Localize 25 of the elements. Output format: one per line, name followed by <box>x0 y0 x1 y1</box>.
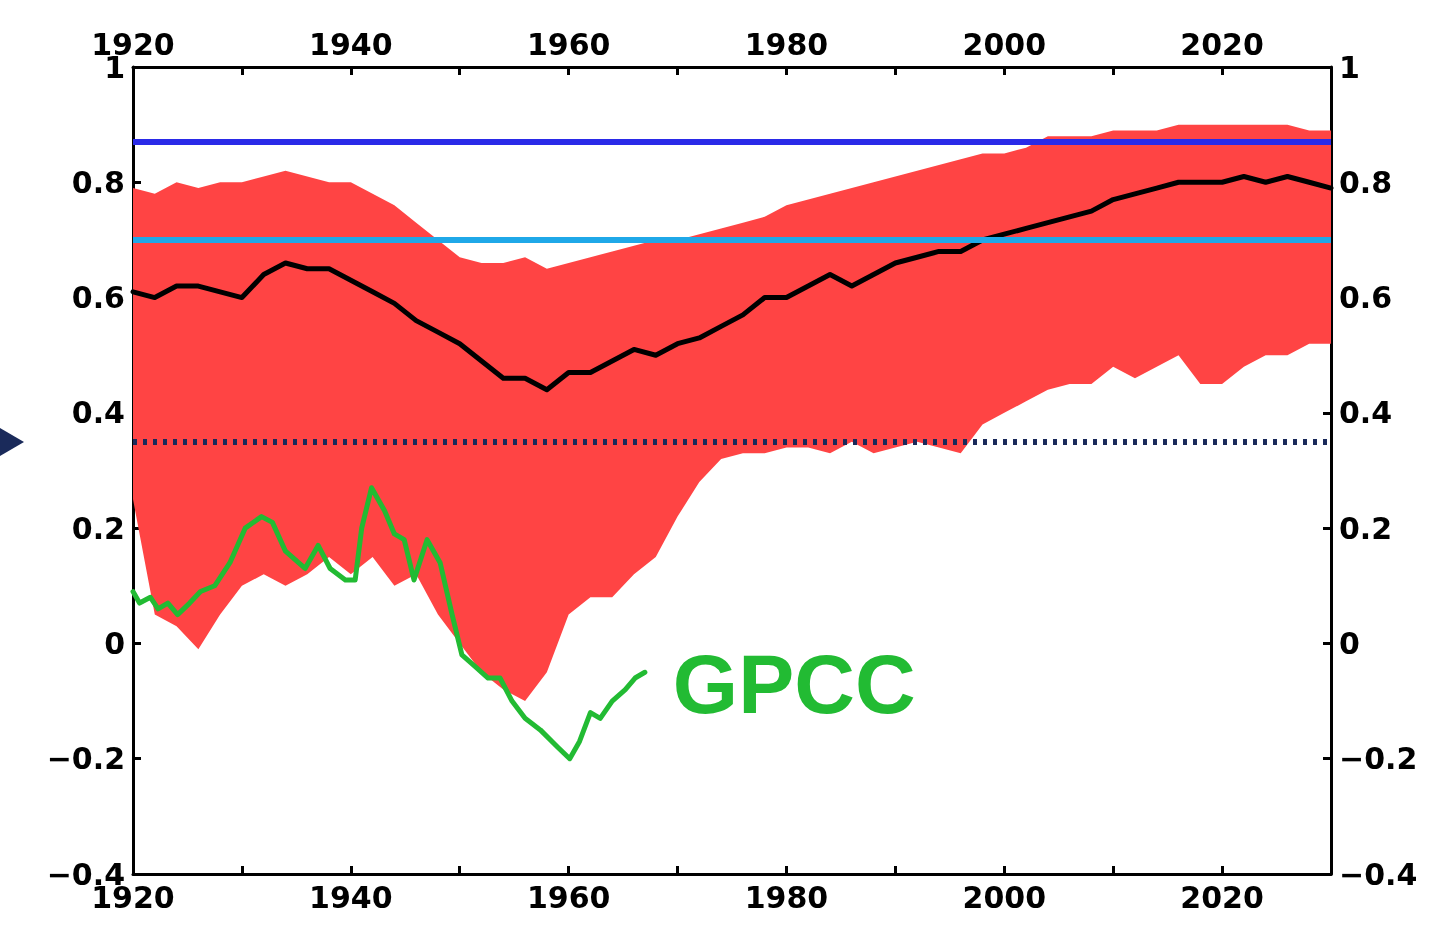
y-tick-label: 0.6 <box>71 280 125 316</box>
x-tick-label: 1940 <box>309 879 393 915</box>
x2-tick-label: 2000 <box>962 26 1047 62</box>
y2-tick-label: −0.2 <box>1339 741 1418 777</box>
y2-tick-label: 0.4 <box>1339 395 1393 431</box>
y2-tick-label: 0 <box>1339 625 1360 661</box>
x-tick-label: 2020 <box>1180 879 1264 915</box>
x-tick-label: 1980 <box>744 879 829 915</box>
y2-tick-label: 0.6 <box>1339 280 1393 316</box>
y2-tick-label: −0.4 <box>1339 856 1418 892</box>
x-tick-label: 1960 <box>526 879 611 915</box>
y-tick-label: 0.2 <box>71 510 125 546</box>
x-tick-label: 2000 <box>962 879 1047 915</box>
y2-tick-label: 1 <box>1339 49 1360 85</box>
y-tick-label: 0 <box>104 625 125 661</box>
x2-tick-label: 1960 <box>526 26 611 62</box>
y-tick-label: −0.2 <box>46 741 125 777</box>
x2-tick-label: 1940 <box>309 26 393 62</box>
y-tick-label: 0.4 <box>71 395 125 431</box>
x2-tick-label: 2020 <box>1180 26 1264 62</box>
series-label: GPCC <box>672 637 916 732</box>
y2-tick-label: 0.8 <box>1339 164 1393 200</box>
y-tick-label: 0.8 <box>71 164 125 200</box>
y2-tick-label: 0.2 <box>1339 510 1393 546</box>
x2-tick-label: 1980 <box>744 26 829 62</box>
